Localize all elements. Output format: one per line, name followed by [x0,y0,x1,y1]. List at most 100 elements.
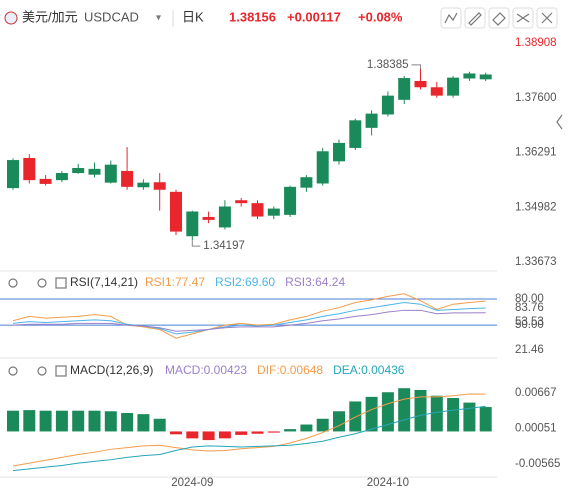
macd-bar [72,410,85,432]
settings-icon[interactable] [37,366,47,376]
x-tick-label: 2024-09 [171,477,213,489]
candle-body [235,200,248,204]
x-tick-label: 2024-10 [367,477,409,489]
indicator-line [12,393,486,467]
macd-bar [186,431,199,439]
macd-bar [414,389,427,432]
macd-bar [121,412,134,432]
y-tick-label: 80.00 [515,293,544,305]
indicator-line [12,301,486,335]
macd-bar [23,410,36,432]
macd-bar [39,410,52,432]
legend-entry: RSI2:69.60 [215,275,275,289]
legend-entry: RSI3:64.24 [285,275,345,289]
y-tick-label: 1.36291 [515,147,557,159]
collapse-arrow[interactable] [556,114,563,130]
symbol[interactable]: USDCAD [84,9,139,24]
indicator-line [12,309,486,332]
legend-entry: DIF:0.00648 [257,363,323,377]
candle-body [218,206,231,228]
settings-icon[interactable] [37,278,47,288]
rsi-header [8,277,67,289]
indicator-line [12,293,486,339]
y-tick-label: 0.00667 [515,387,557,399]
toolbar [440,7,558,29]
macd-bar [333,411,345,432]
candle-body [153,182,166,190]
symbol-dropdown[interactable]: ▾ [156,13,161,24]
legend-entry: MACD:0.00423 [165,363,247,377]
y-tick-label: -0.00565 [515,458,560,470]
y-tick-label: 50.00 [515,319,544,331]
eye-icon[interactable] [8,278,18,288]
icon [516,13,530,23]
macd-bar [430,395,443,432]
candle-body [170,191,182,232]
candle-body [284,186,297,215]
indicator-line [12,405,486,472]
icon [468,12,482,26]
indicator-title: MACD(12,26,9) [70,363,153,377]
annotation: 1.38385 [367,59,409,71]
y-tick-label: 0.00051 [515,423,557,435]
annotation-leader [191,240,201,247]
axis-tag: 53.53 [515,316,544,328]
indicator-icon [55,277,67,289]
candle-body [365,113,378,128]
macd-bar [398,388,411,432]
macd-bar [153,418,166,432]
y-tick-label: 1.33673 [515,256,557,268]
period[interactable]: 日K [182,9,204,24]
macd-bar [202,431,215,441]
macd-bar [137,414,150,432]
macd-bar [463,402,476,432]
macd-bar [284,429,297,432]
candle-body [463,73,476,79]
macd-bar [55,410,68,432]
candle-body [121,170,134,187]
macd-bar [235,431,248,435]
y-tick-label: 1.34982 [515,201,557,213]
macd-bar [349,401,362,432]
candle-body [251,203,264,217]
candle-body [349,120,362,148]
candle-body [137,182,150,188]
macd-bar [300,424,313,432]
candle-body [447,77,460,96]
change: +0.00117 [287,9,341,24]
candle-body [72,168,85,174]
macd-bar [267,431,280,433]
y-tick-label: 21.46 [515,344,544,356]
change-pct: +0.08% [358,9,403,24]
candle-body [7,160,19,189]
indicator-icon [55,365,67,377]
macd-bar [365,396,378,432]
candle-body [316,151,329,184]
candle-body [23,157,36,181]
erase-button[interactable] [488,7,510,29]
macd-bar [104,411,117,432]
macd-bar [7,410,19,432]
legend-entry: RSI1:77.47 [145,275,205,289]
candle-body [88,168,101,175]
candle-body [202,216,215,220]
candle-body [398,78,411,100]
candle-body [333,142,345,162]
candle-body [55,173,68,181]
macd-bar [170,431,182,435]
macd-bar [218,431,231,439]
pair-name[interactable]: 美元/加元 [22,9,78,24]
macd-bar [88,410,101,432]
macd-bar [381,392,394,432]
candle-body [104,164,117,183]
legend-entry: DEA:0.00436 [333,363,405,377]
candle-body [479,74,492,80]
macd-bar [316,418,329,432]
candle-body [414,80,427,88]
icon [444,12,458,24]
flag-icon [4,11,18,25]
eye-icon[interactable] [8,366,18,376]
draw-button[interactable] [464,7,486,29]
